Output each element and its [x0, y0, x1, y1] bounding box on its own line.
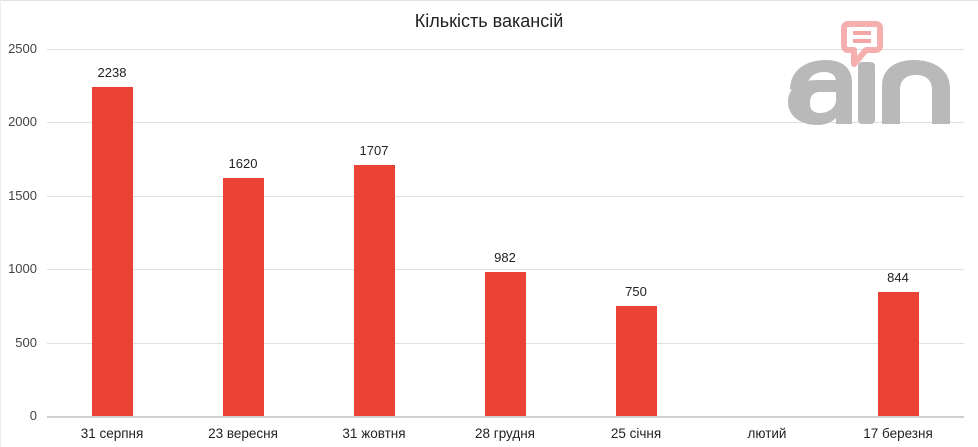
bar[interactable] — [615, 305, 657, 416]
y-tick-label: 1500 — [8, 187, 37, 203]
gridline-1000 — [47, 269, 964, 271]
x-tick-label: 17 березня — [863, 426, 933, 441]
y-tick-label: 0 — [29, 408, 37, 423]
x-tick-label: 25 січня — [610, 426, 662, 441]
x-tick-label: 28 грудня — [475, 426, 535, 441]
bar-value-label: 2238 — [97, 65, 127, 81]
gridline-2500 — [47, 49, 964, 50]
gridline-2000 — [47, 122, 964, 124]
y-tick-label: 2000 — [8, 114, 37, 130]
bar-value-label: 844 — [887, 270, 909, 286]
bar[interactable] — [877, 292, 919, 416]
x-tick-label: 23 вересня — [208, 426, 278, 441]
y-tick-label: 500 — [15, 334, 37, 350]
left-border — [0, 0, 1, 447]
top-border — [0, 0, 978, 1]
bar-value-label: 1707 — [359, 143, 389, 159]
gridline-1500 — [47, 195, 964, 197]
ain-logo-text — [788, 60, 950, 125]
y-tick-label: 1000 — [8, 261, 37, 277]
x-tick-label: 31 жовтня — [342, 426, 406, 441]
bar[interactable] — [222, 178, 264, 416]
gridline-0 — [47, 416, 964, 418]
bar[interactable] — [353, 165, 395, 416]
y-tick-label: 2500 — [8, 41, 37, 56]
chat-bubble-icon — [841, 21, 883, 67]
plot-area: 2238 1620 1707 982 750 844 — [47, 49, 964, 418]
bar-value-label: 750 — [625, 283, 647, 299]
bar-value-label: 982 — [494, 249, 516, 265]
chart-title: Кількість вакансій — [414, 11, 564, 31]
x-tick-label: 31 серпня — [80, 426, 144, 441]
bar[interactable] — [91, 87, 133, 416]
x-tick-label: лютий — [747, 426, 787, 441]
ain-logo-watermark — [788, 21, 950, 125]
bar[interactable] — [484, 271, 526, 416]
bar-value-label: 1620 — [228, 156, 258, 172]
